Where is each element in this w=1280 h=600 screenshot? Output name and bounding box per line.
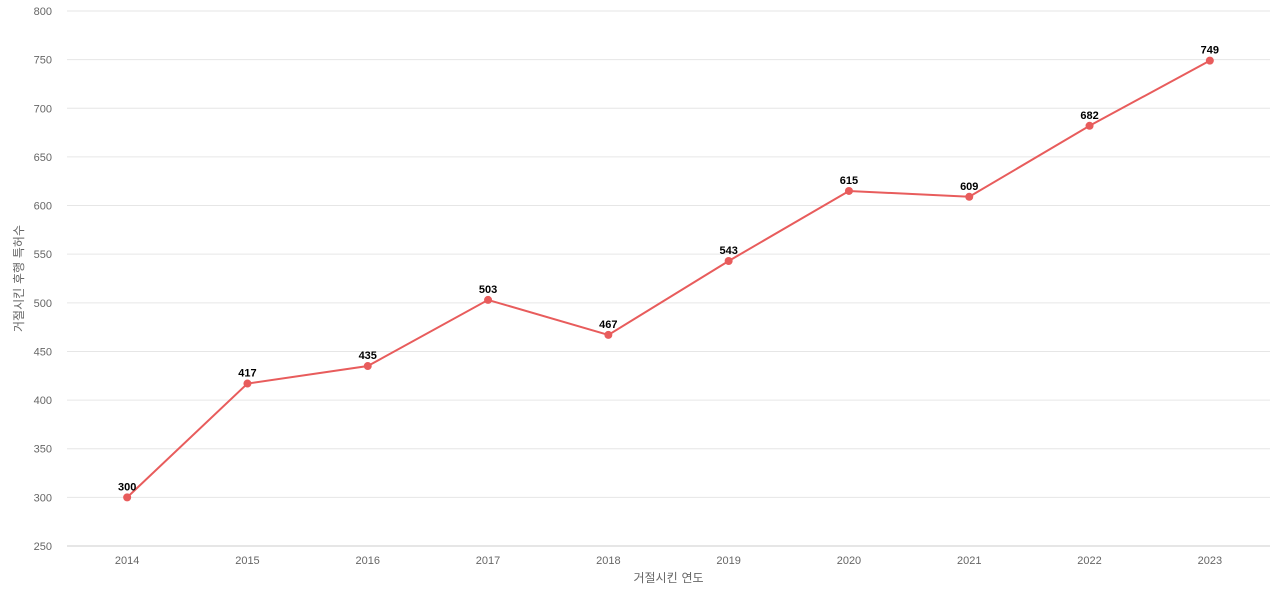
data-label: 615 <box>840 175 858 187</box>
data-labels: 300 417 435 503 467 543 615 609 682 749 <box>118 45 1219 494</box>
y-tick-label: 500 <box>34 298 52 310</box>
data-point[interactable] <box>1205 56 1214 65</box>
y-tick-label: 400 <box>34 395 52 407</box>
x-tick-label: 2017 <box>476 555 500 567</box>
data-point[interactable] <box>243 379 252 388</box>
x-tick-label: 2022 <box>1077 555 1101 567</box>
x-tick-label: 2015 <box>235 555 259 567</box>
y-tick-label: 750 <box>34 55 52 67</box>
y-tick-label: 600 <box>34 201 52 213</box>
data-label: 682 <box>1080 110 1098 122</box>
x-tick-label: 2014 <box>115 555 139 567</box>
grid-lines <box>67 10 1270 498</box>
series-layer <box>123 56 1214 502</box>
data-point[interactable] <box>484 295 493 304</box>
x-tick-label: 2023 <box>1198 555 1222 567</box>
y-tick-label: 250 <box>34 541 52 553</box>
y-tick-label: 350 <box>34 444 52 456</box>
y-tick-label: 450 <box>34 346 52 358</box>
y-tick-label: 650 <box>34 152 52 164</box>
data-label: 749 <box>1201 45 1219 57</box>
data-point[interactable] <box>1085 121 1094 130</box>
data-point[interactable] <box>123 493 132 502</box>
data-point[interactable] <box>724 256 733 265</box>
y-tick-label: 700 <box>34 103 52 115</box>
x-axis-ticks: 2014 2015 2016 2017 2018 2019 2020 2021 2022 2023 <box>115 555 1222 567</box>
data-label: 300 <box>118 481 136 493</box>
data-label: 609 <box>960 181 978 193</box>
x-tick-label: 2016 <box>356 555 380 567</box>
x-tick-label: 2018 <box>596 555 620 567</box>
data-point[interactable] <box>965 192 974 201</box>
x-tick-label: 2019 <box>716 555 740 567</box>
x-tick-label: 2020 <box>837 555 861 567</box>
data-point[interactable] <box>604 330 613 339</box>
x-axis-title: 거절시킨 연도 <box>633 571 703 585</box>
y-axis-title: 거절시킨 후행 특허수 <box>11 225 26 332</box>
y-tick-label: 800 <box>34 6 52 18</box>
data-label: 543 <box>719 245 737 257</box>
data-label: 435 <box>359 350 377 362</box>
data-label: 503 <box>479 284 497 296</box>
data-label: 467 <box>599 319 617 331</box>
series-line <box>126 59 1211 499</box>
y-axis-ticks: 250 300 350 400 450 500 550 600 650 700 750 800 <box>34 6 52 553</box>
y-tick-label: 300 <box>34 492 52 504</box>
data-point[interactable] <box>844 186 853 195</box>
y-tick-label: 550 <box>34 249 52 261</box>
data-point[interactable] <box>363 362 372 371</box>
x-tick-label: 2021 <box>957 555 981 567</box>
data-label: 417 <box>238 368 256 380</box>
